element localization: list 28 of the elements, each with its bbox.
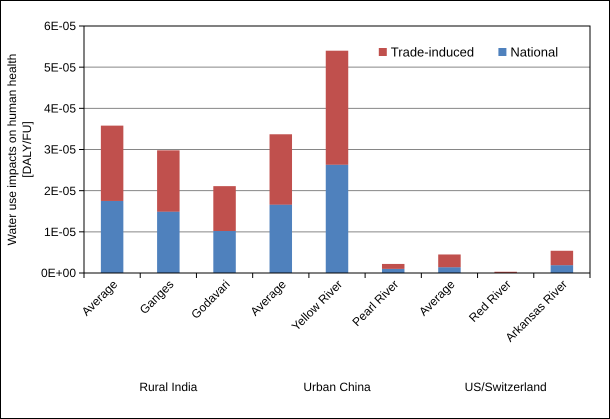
bar <box>550 250 574 266</box>
bar <box>270 134 292 205</box>
y-tick-label: 4E-05 <box>44 102 76 116</box>
text: Urban China <box>303 380 372 394</box>
bar <box>100 126 124 201</box>
text: US/Switzerland <box>464 380 547 394</box>
y-tick-label: 2E-05 <box>44 184 76 198</box>
bar <box>382 264 404 269</box>
bar <box>213 186 236 232</box>
y-tick-label: 0E+00 <box>40 266 76 280</box>
bar <box>438 254 461 268</box>
bar <box>213 231 236 273</box>
bar <box>100 200 124 273</box>
legend-label: National <box>510 44 558 60</box>
bar <box>550 265 574 273</box>
text: Rural India <box>139 380 198 394</box>
y-tick-label: 6E-05 <box>44 19 76 34</box>
y-tick-label: 1E-05 <box>44 225 76 240</box>
y-axis-title: Water use impacts on human health [DALY/FU] <box>5 54 34 246</box>
legend-label: Trade-induced <box>390 44 474 60</box>
y-tick-label: 3E-05 <box>44 142 76 157</box>
bar <box>326 164 348 273</box>
bar <box>157 150 180 212</box>
y-tick-label: 5E-05 <box>44 60 76 74</box>
bar <box>270 204 292 273</box>
bar <box>326 50 348 165</box>
bar <box>157 212 180 273</box>
bar <box>438 267 461 273</box>
